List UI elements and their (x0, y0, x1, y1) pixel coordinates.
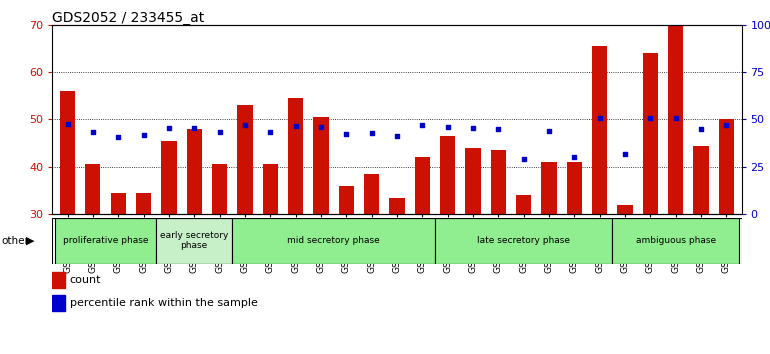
Bar (718, 119, 734, 214)
Text: percentile rank within the sample: percentile rank within the sample (69, 298, 257, 308)
Bar (516, 195, 531, 214)
Point (213, 129, 226, 135)
Point (543, 128, 555, 134)
Text: GDS2052 / 233455_at: GDS2052 / 233455_at (52, 11, 205, 25)
Bar (541, 162, 557, 214)
Bar (415, 157, 430, 214)
Bar (237, 105, 253, 214)
Point (644, 115, 657, 120)
Point (390, 133, 403, 138)
Bar (263, 165, 278, 214)
Bar (490, 150, 506, 214)
Text: ▶: ▶ (26, 236, 35, 246)
Point (441, 124, 454, 130)
Bar (612, 218, 739, 264)
Text: ambiguous phase: ambiguous phase (635, 236, 715, 245)
Bar (364, 174, 379, 214)
Bar (212, 165, 227, 214)
Bar (85, 165, 101, 214)
Point (239, 122, 251, 128)
Point (366, 130, 378, 136)
Bar (435, 218, 612, 264)
Text: proliferative phase: proliferative phase (63, 236, 149, 245)
Point (695, 126, 707, 132)
Point (619, 151, 631, 156)
Bar (390, 198, 404, 214)
Point (467, 125, 479, 131)
Point (492, 126, 504, 132)
Bar (60, 91, 75, 214)
Bar (592, 46, 608, 214)
Bar (136, 193, 151, 214)
Text: early secretory
phase: early secretory phase (160, 231, 229, 250)
Point (290, 123, 302, 129)
Bar (288, 98, 303, 214)
Point (340, 131, 353, 137)
Bar (465, 148, 480, 214)
Point (720, 122, 732, 128)
Bar (52, 272, 65, 288)
Point (87, 129, 99, 135)
Point (594, 115, 606, 120)
Bar (567, 162, 582, 214)
Bar (186, 129, 202, 214)
Bar (643, 53, 658, 214)
Bar (440, 136, 455, 214)
Bar (156, 218, 233, 264)
Bar (233, 218, 435, 264)
Bar (161, 141, 176, 214)
Point (568, 154, 581, 160)
Bar (668, 1, 683, 214)
Bar (339, 186, 354, 214)
Point (62, 121, 74, 127)
Bar (52, 295, 65, 311)
Point (264, 129, 276, 135)
Text: other: other (2, 236, 29, 246)
Point (188, 125, 200, 131)
Bar (618, 205, 633, 214)
Bar (55, 218, 156, 264)
Text: count: count (69, 275, 101, 285)
Point (112, 134, 125, 139)
Text: late secretory phase: late secretory phase (477, 236, 570, 245)
Bar (111, 193, 126, 214)
Point (137, 132, 149, 137)
Point (416, 122, 428, 128)
Point (517, 156, 530, 162)
Bar (693, 145, 708, 214)
Point (315, 124, 327, 130)
Point (669, 115, 681, 120)
Bar (313, 117, 329, 214)
Text: mid secretory phase: mid secretory phase (287, 236, 380, 245)
Point (162, 125, 175, 131)
